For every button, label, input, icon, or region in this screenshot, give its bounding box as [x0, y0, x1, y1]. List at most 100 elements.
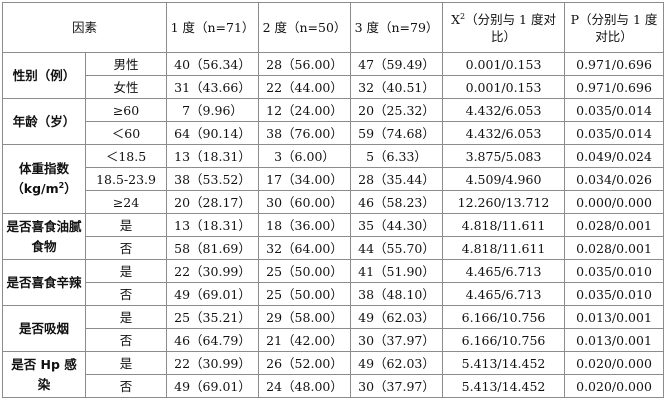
row-sub-label: 是: [84, 351, 168, 375]
cell-chi-square: 4.509/4.960: [442, 167, 566, 191]
cell-chi-square: 6.166/10.756: [442, 305, 566, 329]
table-row: 是否 Hp 感染 是 22（30.99） 26（52.00） 49（62.03）…: [2, 351, 665, 398]
cell-chi-square: 3.875/5.083: [442, 144, 566, 168]
bmi-label-main: 体重指数: [18, 161, 69, 176]
cell-grade-3: 44（55.70）: [350, 236, 444, 260]
bmi-label-close: ）: [64, 181, 77, 196]
header-factor: 因素: [1, 2, 168, 53]
cell-grade-2: 28（56.00）: [258, 52, 352, 76]
cell-chi-square: 12.260/13.712: [442, 190, 566, 214]
cell-grade-2: 25（50.00）: [258, 282, 352, 306]
cell-grade-1: 13（18.31）: [166, 213, 260, 237]
cell-p-value: 0.049/0.024: [564, 144, 665, 168]
cell-chi-square: 4.432/6.053: [442, 98, 566, 122]
cell-grade-3: 35（44.30）: [350, 213, 444, 237]
cell-grade-3: 20（25.32）: [350, 98, 444, 122]
cell-p-value: 0.035/0.014: [564, 121, 665, 145]
row-sub-label: 是: [84, 213, 168, 237]
cell-grade-1: 31（43.66）: [166, 75, 260, 99]
cell-grade-3: 32（40.51）: [350, 75, 444, 99]
cell-p-value: 0.971/0.696: [564, 75, 665, 99]
cell-grade-1: 64（90.14）: [166, 121, 260, 145]
cell-p-value: 0.020/0.000: [564, 351, 665, 375]
header-chi-square: X2（分别与 1 度对比）: [442, 2, 566, 53]
cell-grade-1: 40（56.34）: [166, 52, 260, 76]
row-sub-label: 是: [84, 259, 168, 283]
cell-grade-1: 7（9.96）: [166, 98, 260, 122]
cell-p-value: 0.035/0.010: [564, 259, 665, 283]
header-grade-3: 3 度（n=79）: [350, 2, 444, 53]
cell-chi-square: 4.465/6.713: [442, 259, 566, 283]
table-row: 是否吸烟 是 25（35.21） 29（58.00） 49（62.03） 6.1…: [2, 305, 665, 352]
cell-grade-3: 49（62.03）: [350, 351, 444, 375]
row-sub-label: ≥60: [84, 98, 168, 122]
cell-p-value: 0.035/0.014: [564, 98, 665, 122]
cell-grade-1: 46（64.79）: [166, 328, 260, 352]
cell-p-value: 0.028/0.001: [564, 213, 665, 237]
cell-grade-1: 22（30.99）: [166, 259, 260, 283]
bmi-label-unit: （kg/m: [11, 181, 59, 196]
table-row: 否 46（64.79） 21（42.00） 30（37.97） 6.166/10…: [3, 328, 665, 352]
header-p-value: P（分别与 1 度对比）: [564, 2, 665, 53]
cell-chi-square: 4.432/6.053: [442, 121, 566, 145]
cell-chi-square: 4.818/11.611: [442, 236, 566, 260]
table-row: ＜60 64（90.14） 38（76.00） 59（74.68） 4.432/…: [3, 121, 665, 145]
cell-p-value: 0.013/0.001: [564, 328, 665, 352]
cell-grade-2: 30（60.00）: [258, 190, 352, 214]
group-label-greasy-food: 是否喜食油腻食物: [2, 213, 86, 260]
row-sub-label: ＜18.5: [84, 144, 168, 168]
header-row: 因素 1 度（n=71） 2 度（n=50） 3 度（n=79） X2（分别与 …: [1, 2, 665, 53]
cell-grade-3: 49（62.03）: [350, 305, 444, 329]
cell-grade-2: 25（50.00）: [258, 259, 352, 283]
table-row: 年龄（岁） ≥60 7（9.96） 12（24.00） 20（25.32） 4.…: [2, 98, 665, 145]
cell-grade-1: 49（69.01）: [166, 374, 260, 398]
cell-grade-2: 26（52.00）: [258, 351, 352, 375]
cell-p-value: 0.034/0.026: [564, 167, 665, 191]
table-row: 是否喜食油腻食物 是 13（18.31） 18（36.00） 35（44.30）…: [2, 213, 665, 260]
row-sub-label: 男性: [84, 52, 168, 76]
data-table: 因素 1 度（n=71） 2 度（n=50） 3 度（n=79） X2（分别与 …: [1, 2, 665, 398]
row-sub-label: 否: [84, 328, 168, 352]
cell-grade-3: 41（51.90）: [350, 259, 444, 283]
cell-grade-2: 24（48.00）: [258, 374, 352, 398]
cell-grade-2: 38（76.00）: [258, 121, 352, 145]
cell-grade-3: 59（74.68）: [350, 121, 444, 145]
cell-grade-2: 12（24.00）: [258, 98, 352, 122]
row-sub-label: ≥24: [84, 190, 168, 214]
table-row: 是否喜食辛辣 是 22（30.99） 25（50.00） 41（51.90） 4…: [2, 259, 665, 306]
table-row: 否 49（69.01） 25（50.00） 38（48.10） 4.465/6.…: [3, 282, 665, 306]
header-chi-note: （分别与 1 度对比）: [465, 11, 556, 44]
cell-chi-square: 4.465/6.713: [442, 282, 566, 306]
cell-grade-1: 49（69.01）: [166, 282, 260, 306]
cell-chi-square: 5.413/14.452: [442, 351, 566, 375]
table-row: 女性 31（43.66） 22（44.00） 32（40.51） 0.001/0…: [3, 75, 665, 99]
table-row: 18.5-23.9 38（53.52） 17（34.00） 28（35.44） …: [3, 167, 665, 191]
cell-grade-1: 20（28.17）: [166, 190, 260, 214]
cell-grade-2: 18（36.00）: [258, 213, 352, 237]
header-chi-symbol: X: [451, 11, 460, 27]
cell-chi-square: 0.001/0.153: [442, 52, 566, 76]
cell-p-value: 0.000/0.000: [564, 190, 665, 214]
cell-chi-square: 0.001/0.153: [442, 75, 566, 99]
cell-grade-2: 22（44.00）: [258, 75, 352, 99]
cell-grade-3: 5（6.33）: [350, 144, 444, 168]
header-grade-1: 1 度（n=71）: [166, 2, 260, 53]
cell-p-value: 0.020/0.000: [564, 374, 665, 398]
group-label-spicy-food: 是否喜食辛辣: [2, 259, 86, 306]
cell-grade-1: 58（81.69）: [166, 236, 260, 260]
cell-grade-2: 29（58.00）: [258, 305, 352, 329]
header-grade-2: 2 度（n=50）: [258, 2, 352, 53]
cell-grade-1: 22（30.99）: [166, 351, 260, 375]
cell-grade-1: 38（53.52）: [166, 167, 260, 191]
group-label-gender: 性别（例）: [2, 52, 86, 99]
group-label-hp-infection: 是否 Hp 感染: [2, 351, 86, 398]
cell-grade-3: 28（35.44）: [350, 167, 444, 191]
row-sub-label: 女性: [84, 75, 168, 99]
cell-p-value: 0.035/0.010: [564, 282, 665, 306]
header-chi-superscript: 2: [459, 11, 466, 21]
group-label-bmi: 体重指数 （kg/m2）: [2, 144, 86, 214]
cell-grade-2: 21（42.00）: [258, 328, 352, 352]
cell-grade-2: 3（6.00）: [258, 144, 352, 168]
cell-grade-2: 17（34.00）: [258, 167, 352, 191]
cell-chi-square: 6.166/10.756: [442, 328, 566, 352]
